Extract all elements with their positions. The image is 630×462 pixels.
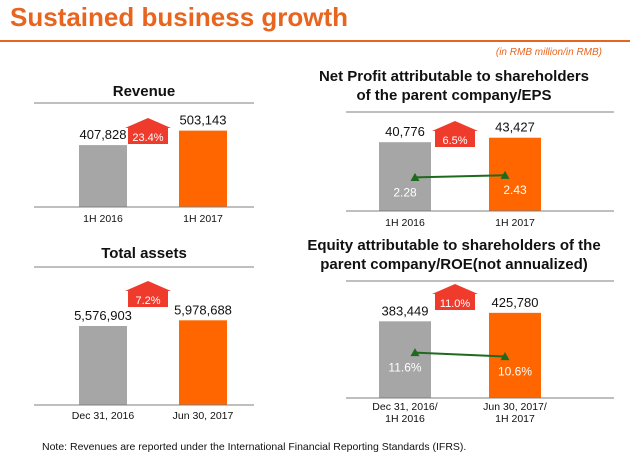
line-series-path (414, 351, 506, 358)
net-profit-title-line-1: Net Profit attributable to shareholders (318, 68, 590, 85)
bar-current (489, 137, 541, 211)
x-tick-label: 1H 2016 (83, 213, 123, 225)
x-tick-label: Dec 31, 2016 (72, 410, 135, 422)
total-assets-panel: Total assets 5,576,903 5,978,688 Dec 31, 2… (34, 238, 254, 426)
growth-arrow (125, 281, 171, 307)
total-assets-chart: 5,576,903 5,978,688 Dec 31, 2016 Jun 30, 20… (34, 266, 254, 422)
equity-chart: 383,449 425,780 Dec 31, 2016/1H 2016 Jun 30… (346, 280, 614, 425)
revenue-title-line: Revenue (112, 83, 176, 100)
footnote: Note: Revenues are reported under the In… (42, 441, 467, 453)
bar-value-label: 383,449 (382, 303, 429, 318)
x-tick-label: 1H 2016 (385, 217, 425, 229)
line-series-value-label: 2.28 (393, 185, 417, 199)
line-series-value-label: 2.43 (503, 183, 527, 197)
equity-title-line-1: Equity attributable to shareholders of t… (307, 237, 601, 254)
bar-prior (79, 145, 127, 207)
equity-panel: Equity attributable to shareholders of t… (294, 236, 614, 436)
revenue-chart: 407,828 503,143 1H 2016 1H 2017 23.4% (34, 102, 254, 225)
bar-prior (379, 321, 431, 398)
equity-title-line-2: parent company/ROE(not annualized) (320, 256, 588, 273)
x-tick-label: 1H 2017 (495, 217, 535, 229)
bar-value-label: 5,576,903 (74, 308, 132, 323)
line-series-value-label: 11.6% (388, 361, 421, 375)
line-series-marker (410, 348, 420, 357)
bar-value-label: 425,780 (492, 295, 539, 310)
bar-prior (79, 325, 127, 405)
net-profit-title: Net Profit attributable to shareholders … (294, 67, 614, 105)
bar-value-label: 43,427 (495, 120, 535, 135)
growth-rate-label: 23.4% (132, 132, 163, 144)
bar-value-label: 503,143 (180, 113, 227, 128)
equity-title: Equity attributable to shareholders of t… (294, 236, 614, 274)
net-profit-title-line-2: of the parent company/EPS (356, 87, 552, 104)
x-tick-label: 1H 2017 (183, 213, 223, 225)
total-assets-title-line: Total assets (101, 245, 187, 262)
title-divider (0, 40, 630, 42)
revenue-panel: Revenue 407,828 503,143 1H 2016 1H 2017 23.4… (34, 76, 254, 236)
x-tick-label: Dec 31, 2016/ (372, 401, 437, 413)
growth-rate-label: 6.5% (442, 135, 467, 147)
bar-current (179, 320, 227, 405)
total-assets-title: Total assets (34, 244, 254, 263)
growth-arrow (432, 121, 478, 147)
bar-value-label: 5,978,688 (174, 302, 232, 317)
growth-arrow (432, 284, 478, 310)
growth-rate-label: 7.2% (135, 295, 160, 307)
bar-value-label: 40,776 (385, 124, 425, 139)
growth-arrow (125, 118, 171, 144)
bar-value-label: 407,828 (80, 127, 127, 142)
line-series-path (414, 174, 506, 179)
net-profit-panel: Net Profit attributable to shareholders … (294, 63, 614, 240)
page-title: Sustained business growth (10, 2, 349, 32)
x-tick-label: 1H 2016 (385, 413, 425, 425)
x-tick-label: Jun 30, 2017/ (483, 401, 547, 413)
x-tick-label: 1H 2017 (495, 413, 535, 425)
revenue-title: Revenue (34, 82, 254, 101)
line-series-value-label: 10.6% (498, 364, 532, 378)
net-profit-chart: 40,776 43,427 1H 2016 1H 2017 6.5% 2.28 2.43 (346, 111, 614, 229)
line-series-marker (500, 351, 510, 361)
bar-current (179, 130, 227, 207)
x-tick-label: Jun 30, 2017 (173, 410, 234, 422)
line-series-marker (410, 172, 420, 182)
unit-note: (in RMB million/in RMB) (495, 47, 602, 58)
line-series-marker (500, 170, 510, 179)
growth-rate-label: 11.0% (440, 298, 471, 310)
